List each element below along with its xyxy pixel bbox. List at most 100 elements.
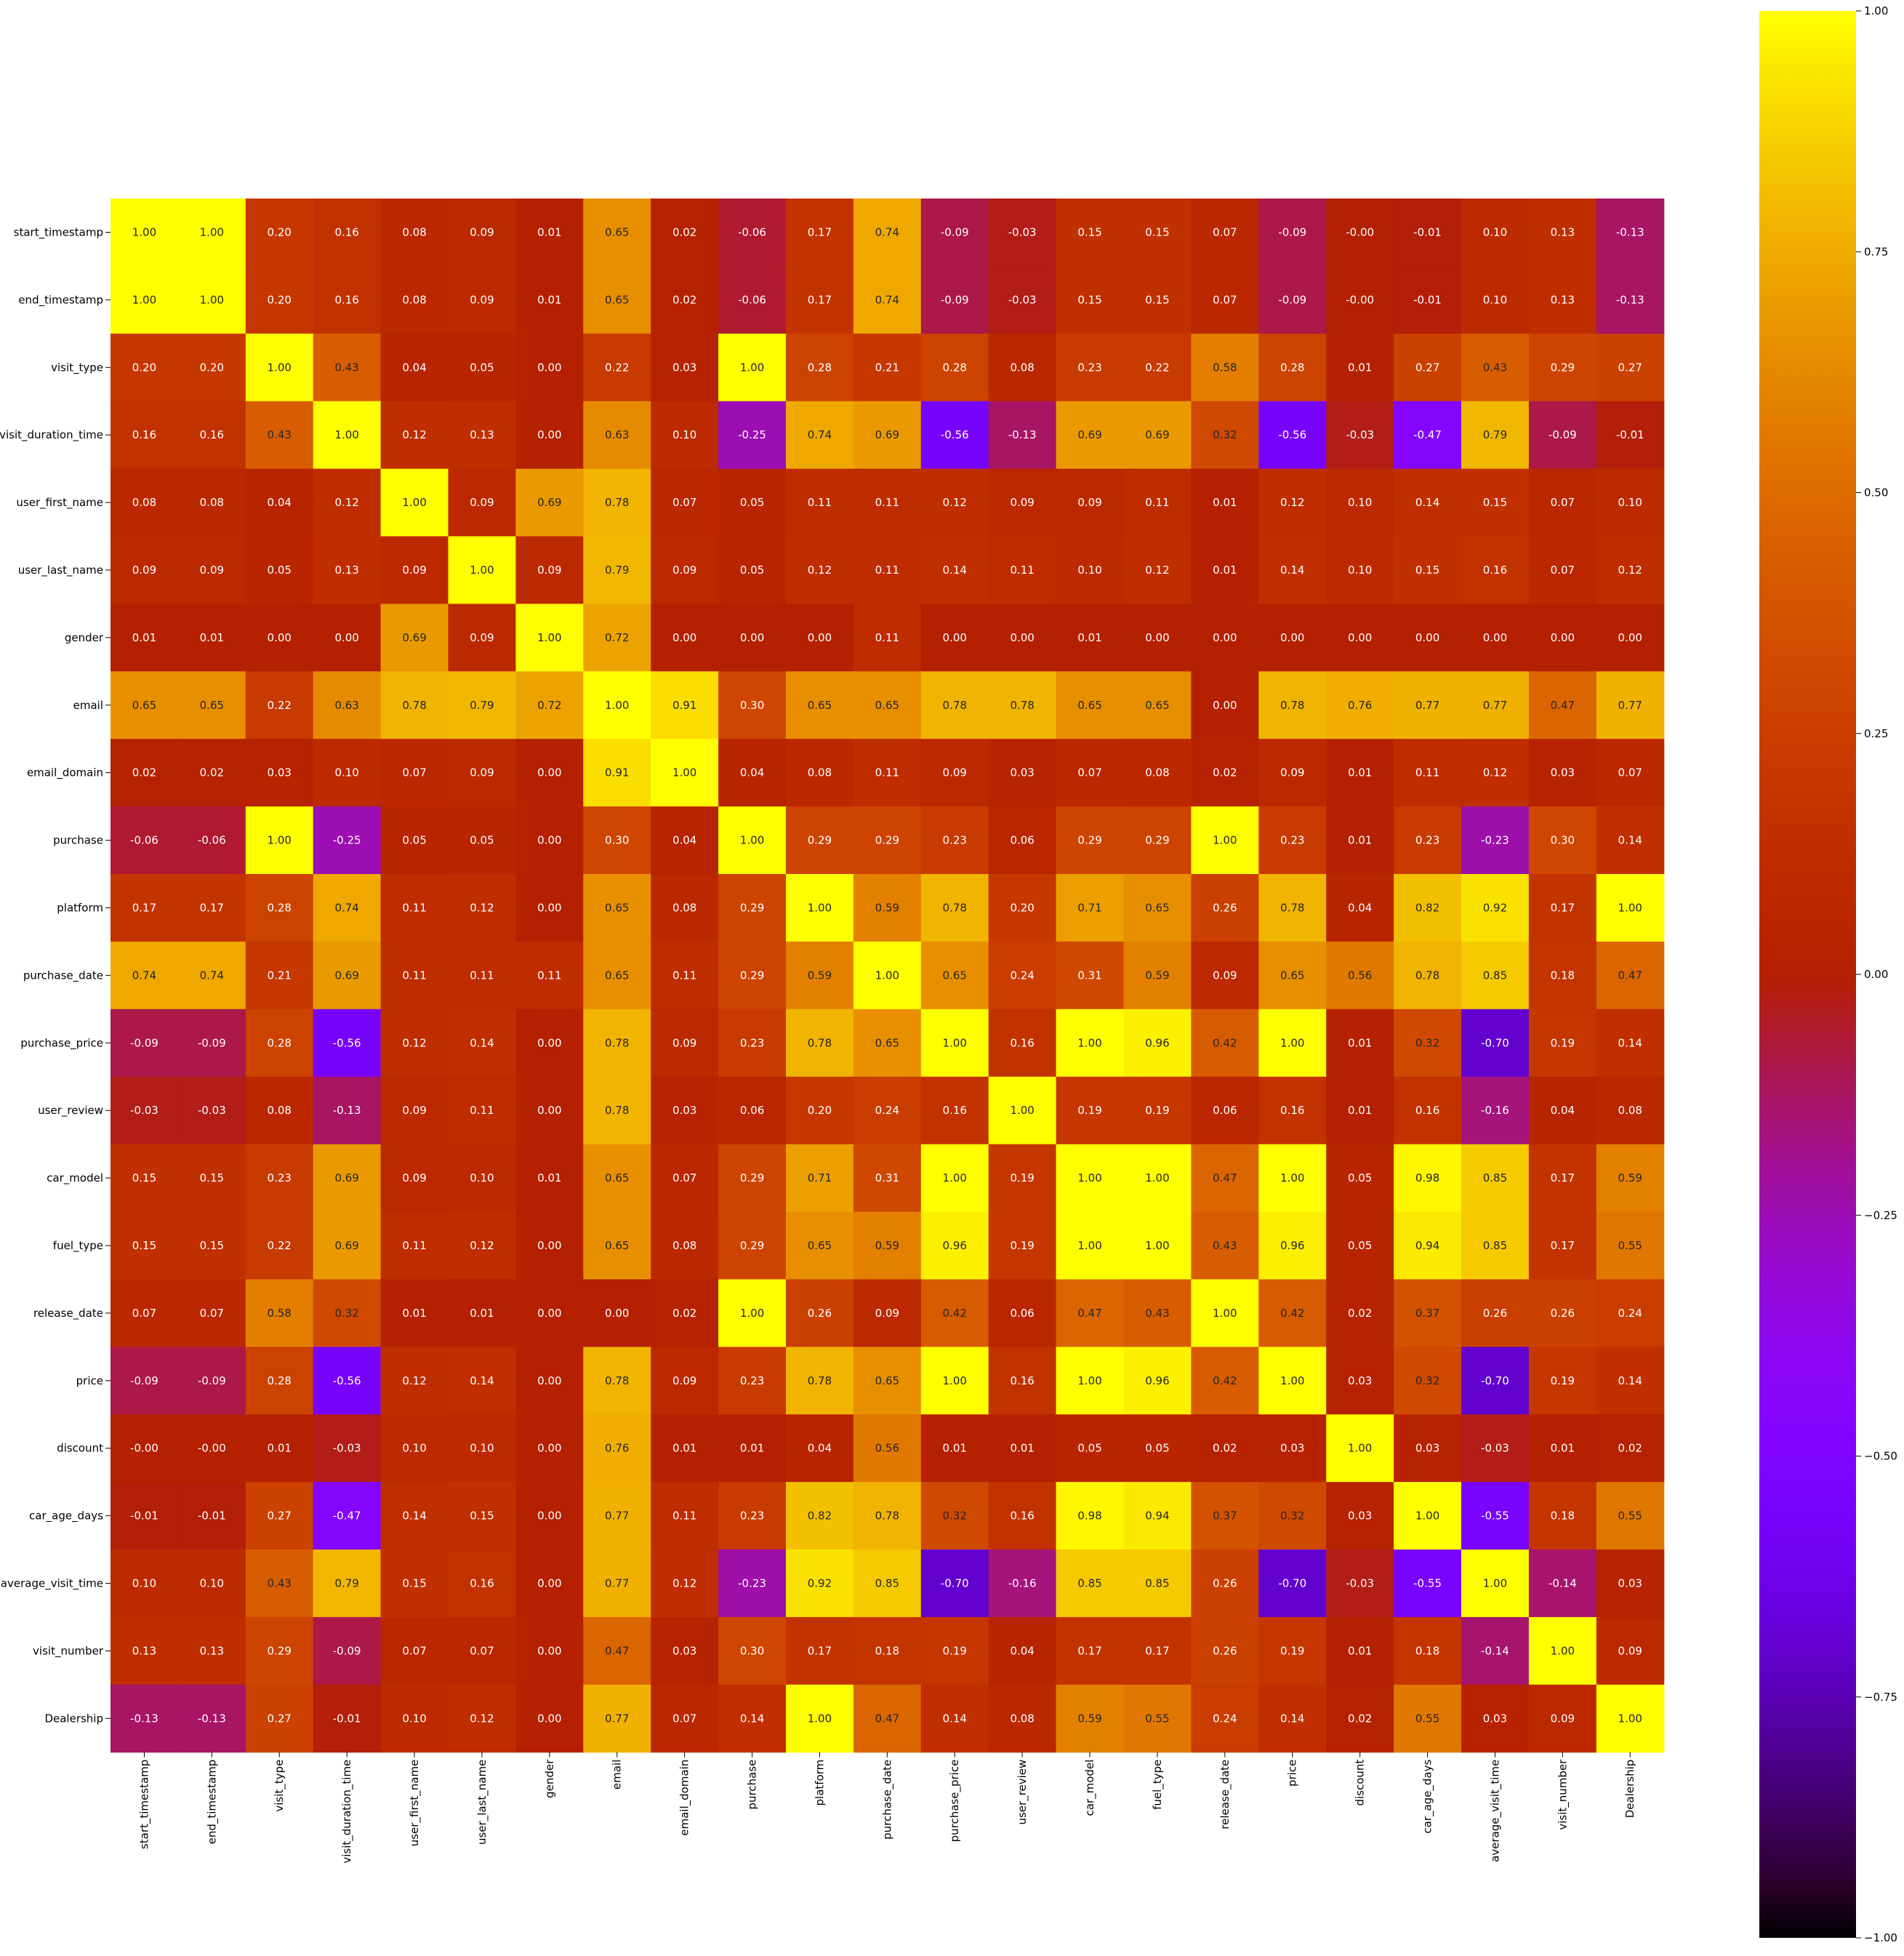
cell-annotation: 0.19 <box>1010 1171 1034 1185</box>
heatmap-cell <box>1461 604 1530 672</box>
heatmap-cell <box>313 265 382 334</box>
heatmap-cell <box>1326 1482 1394 1550</box>
cell-annotation: 0.63 <box>605 428 629 441</box>
heatmap-cell <box>1394 1347 1462 1415</box>
cell-annotation: 0.01 <box>537 293 561 306</box>
cell-annotation: 0.18 <box>1551 1510 1575 1523</box>
heatmap-cell <box>651 1279 719 1347</box>
cell-annotation: 0.12 <box>470 1239 494 1252</box>
heatmap-cell <box>853 1211 922 1280</box>
x-tick-label: Dealership <box>1623 1760 1636 1819</box>
y-tick-label: email <box>73 699 103 712</box>
x-tick-label: visit_duration_time <box>340 1760 354 1864</box>
cell-annotation: 0.65 <box>132 699 156 712</box>
heatmap-cell <box>718 1347 787 1415</box>
cell-annotation: 0.00 <box>537 834 561 847</box>
cell-annotation: 0.00 <box>268 631 292 644</box>
heatmap-cell <box>245 401 314 470</box>
heatmap-cell <box>1326 468 1394 537</box>
heatmap-cell <box>988 874 1057 942</box>
cell-annotation: 0.14 <box>1280 1712 1304 1725</box>
cell-annotation: -0.09 <box>1278 293 1306 306</box>
cell-annotation: 1.00 <box>808 901 832 914</box>
heatmap-cell <box>111 1482 179 1550</box>
cell-annotation: 0.09 <box>402 1171 426 1185</box>
cell-annotation: 0.19 <box>1145 1104 1169 1117</box>
heatmap-cell <box>515 1347 584 1415</box>
cell-annotation: 0.02 <box>1618 1442 1642 1455</box>
heatmap-cell <box>1123 333 1192 402</box>
cell-annotation: 0.13 <box>1551 293 1575 306</box>
heatmap-cell <box>1056 1482 1125 1550</box>
cell-annotation: 0.43 <box>1145 1307 1169 1320</box>
cell-annotation: 0.15 <box>1077 293 1101 306</box>
heatmap-cell <box>448 1684 516 1753</box>
heatmap-cell <box>718 265 787 334</box>
cell-annotation: 0.09 <box>200 564 224 577</box>
heatmap-cell <box>1123 1211 1192 1280</box>
cell-annotation: 0.10 <box>402 1442 426 1455</box>
cell-annotation: 0.16 <box>132 428 156 441</box>
heatmap-cell <box>1056 806 1125 875</box>
colorbar-tick-label: −1.00 <box>1864 1931 1897 1944</box>
heatmap-cell <box>380 1076 449 1145</box>
cell-annotation: 0.00 <box>1483 631 1507 644</box>
cell-annotation: 0.00 <box>1348 631 1372 644</box>
cell-annotation: 0.00 <box>537 1036 561 1049</box>
cell-annotation: 0.27 <box>1618 361 1642 374</box>
heatmap-cell <box>920 1076 989 1145</box>
cell-annotation: -0.56 <box>1278 428 1306 441</box>
cell-annotation: 0.01 <box>1348 1644 1372 1657</box>
heatmap-cell <box>1123 401 1192 470</box>
heatmap-cell <box>111 265 179 334</box>
heatmap-cell <box>245 1211 314 1280</box>
heatmap-cell <box>1056 874 1125 942</box>
heatmap-cell <box>1326 1211 1394 1280</box>
heatmap-cell <box>718 941 787 1010</box>
heatmap-cell <box>1258 806 1327 875</box>
cell-annotation: 0.19 <box>943 1644 967 1657</box>
heatmap-cell <box>245 333 314 402</box>
heatmap-cell <box>111 401 179 470</box>
heatmap-cell <box>177 1684 246 1753</box>
cell-annotation: 0.08 <box>672 901 696 914</box>
heatmap-cell <box>111 1550 179 1618</box>
y-tick-label: email_domain <box>27 766 103 780</box>
heatmap-cell <box>853 1482 922 1550</box>
cell-annotation: 0.13 <box>1551 225 1575 239</box>
cell-annotation: 0.24 <box>1010 969 1034 982</box>
heatmap-cell <box>1596 401 1665 470</box>
cell-annotation: -0.55 <box>1481 1510 1509 1523</box>
heatmap-cell <box>1461 199 1530 267</box>
cell-annotation: 0.09 <box>402 1104 426 1117</box>
heatmap-cell <box>1394 671 1462 739</box>
heatmap-cell <box>920 1414 989 1483</box>
heatmap-cell <box>1258 199 1327 267</box>
cell-annotation: -0.56 <box>333 1036 361 1049</box>
heatmap-cell <box>1528 806 1597 875</box>
heatmap-cell <box>1191 1684 1259 1753</box>
cell-annotation: 0.42 <box>1213 1374 1237 1387</box>
cell-annotation: 0.65 <box>605 901 629 914</box>
cell-annotation: 0.01 <box>132 631 156 644</box>
cell-annotation: 0.96 <box>943 1239 967 1252</box>
heatmap-cell <box>651 1211 719 1280</box>
heatmap-cell <box>1394 1414 1462 1483</box>
heatmap-cell <box>448 671 516 739</box>
cell-annotation: 0.26 <box>1213 1644 1237 1657</box>
heatmap-cell <box>583 1009 651 1078</box>
heatmap-cell <box>786 401 854 470</box>
cell-annotation: 0.27 <box>268 1712 292 1725</box>
cell-annotation: 0.65 <box>605 1239 629 1252</box>
heatmap-cell <box>380 1414 449 1483</box>
heatmap-cell <box>1056 1279 1125 1347</box>
cell-annotation: 0.01 <box>1213 564 1237 577</box>
cell-annotation: 0.74 <box>875 293 899 306</box>
cell-annotation: -0.16 <box>1008 1576 1037 1590</box>
x-tick-label: visit_type <box>273 1760 286 1812</box>
heatmap-cell <box>1394 1211 1462 1280</box>
heatmap-cell <box>988 1076 1057 1145</box>
cell-annotation: -0.56 <box>333 1374 361 1387</box>
x-tick-label: start_timestamp <box>137 1760 151 1849</box>
heatmap-cell <box>651 1009 719 1078</box>
